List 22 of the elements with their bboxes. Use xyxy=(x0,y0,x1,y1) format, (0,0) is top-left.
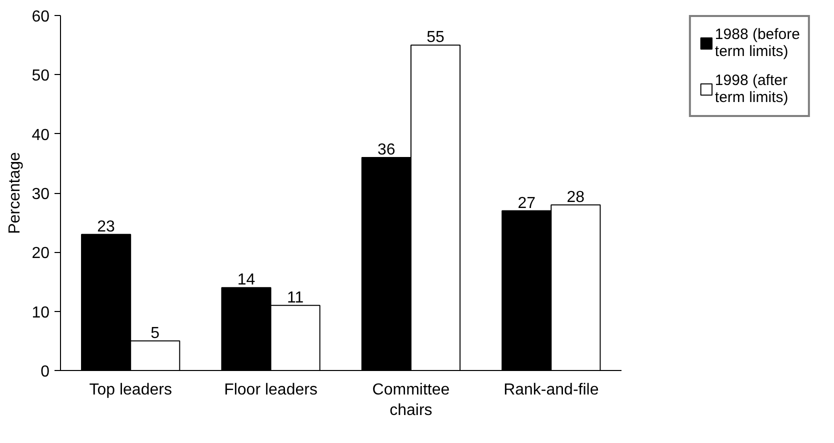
y-tick-label: 20 xyxy=(32,245,50,262)
x-tick-label: Rank-and-file xyxy=(504,382,599,398)
data-label: 5 xyxy=(150,324,160,342)
x-tick-label: Committee chairs xyxy=(372,382,450,419)
data-label: 14 xyxy=(237,272,256,289)
data-label: 36 xyxy=(378,142,396,158)
y-tick-label: 60 xyxy=(32,8,50,26)
y-tick-label: 40 xyxy=(32,126,50,144)
legend-label: 1988 (before term limits) xyxy=(714,25,800,61)
y-tick-label: 10 xyxy=(32,304,50,322)
x-tick-label: Top leaders xyxy=(89,382,172,398)
y-tick-label: 50 xyxy=(32,68,50,85)
data-label: 11 xyxy=(287,289,304,306)
data-label: 27 xyxy=(518,194,536,212)
data-label: 23 xyxy=(97,218,116,236)
y-tick-label: 0 xyxy=(40,364,50,380)
legend-label: 1998 (after term limits) xyxy=(714,71,788,107)
y-axis-title: Percentage xyxy=(6,152,24,234)
data-label: 55 xyxy=(426,29,444,46)
y-tick-label: 30 xyxy=(32,186,50,203)
data-label: 28 xyxy=(566,188,585,206)
x-tick-label: Floor leaders xyxy=(224,382,318,398)
